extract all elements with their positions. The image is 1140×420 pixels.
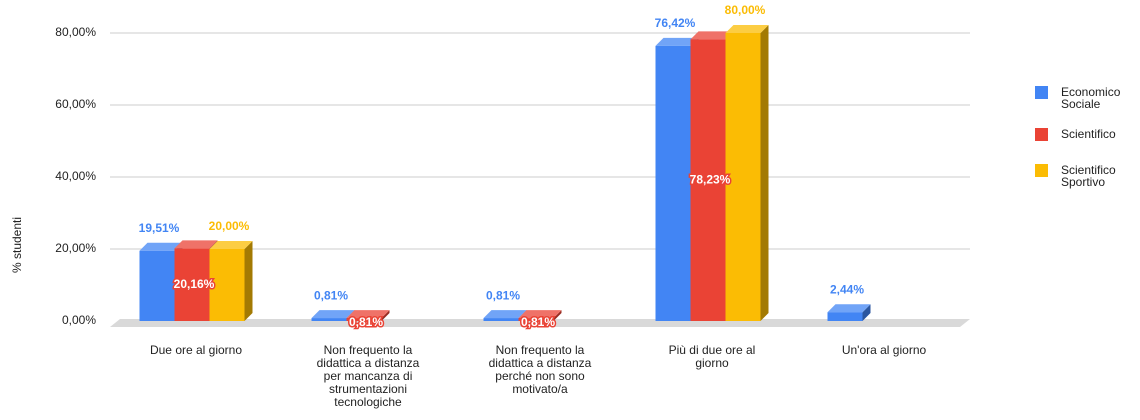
bar-front [518,318,554,321]
bar-top [518,310,562,319]
y-tick-label: 40,00% [55,169,96,183]
y-tick-label: 20,00% [55,241,96,255]
x-tick-label: Non frequento la didattica a distanza perc… [489,343,592,396]
bar-front [209,249,245,321]
y-tick-label: 0,00% [62,313,96,327]
bar-front [827,312,863,321]
legend-label: Scientifico [1061,127,1116,141]
bar-front [483,318,519,321]
value-label: 20,00% [209,219,250,233]
bar-front [346,318,382,321]
value-label: 80,00% [725,3,766,17]
legend-swatch [1035,128,1048,141]
value-label: 0,81% [314,288,348,302]
bar-top [311,310,355,319]
bar-front [139,250,175,321]
value-label: 0,81% [486,288,520,302]
x-tick-label: Più di due ore al giorno [669,343,756,370]
y-tick-label: 60,00% [55,97,96,111]
x-tick-label: Due ore al giorno [150,343,242,357]
value-label: 2,44% [830,282,864,296]
x-tick-label: Non frequento la didattica a distanza per … [317,343,420,409]
legend-label: Scientifico Sportivo [1061,163,1116,189]
y-tick-label: 80,00% [55,25,96,39]
bar-top [139,242,183,251]
value-label: 0,81% [349,315,383,329]
bar-top [827,304,871,313]
legend-swatch [1035,164,1048,177]
bar-top [174,240,218,249]
bar [209,241,253,321]
bar-side [760,25,769,321]
bar-front [174,248,210,321]
bar [725,25,769,321]
bar-front [690,39,726,321]
x-tick-label: Un'ora al giorno [842,343,927,357]
value-label: 20,16% [174,277,215,291]
bar [518,310,562,321]
y-axis-label: % studenti [10,217,24,273]
bar-top [725,25,769,33]
bar-front [655,45,691,321]
bar-top [655,37,699,46]
value-label: 19,51% [139,221,180,235]
bar-side [553,310,562,321]
bar-side [862,304,871,321]
bar-top [690,31,734,40]
legend-swatch [1035,86,1048,99]
bar [827,304,871,321]
bar-front [311,318,347,321]
value-label: 0,81% [521,315,555,329]
bar-side [244,241,253,321]
bar-side [381,310,390,321]
value-label: 78,23% [690,172,731,186]
bar-front [725,33,761,321]
bar-top [483,310,527,319]
bar [346,310,390,321]
bar-top [346,310,390,319]
legend-label: Economico Sociale [1061,85,1121,111]
bar-top [209,241,253,249]
value-label: 76,42% [655,16,696,30]
